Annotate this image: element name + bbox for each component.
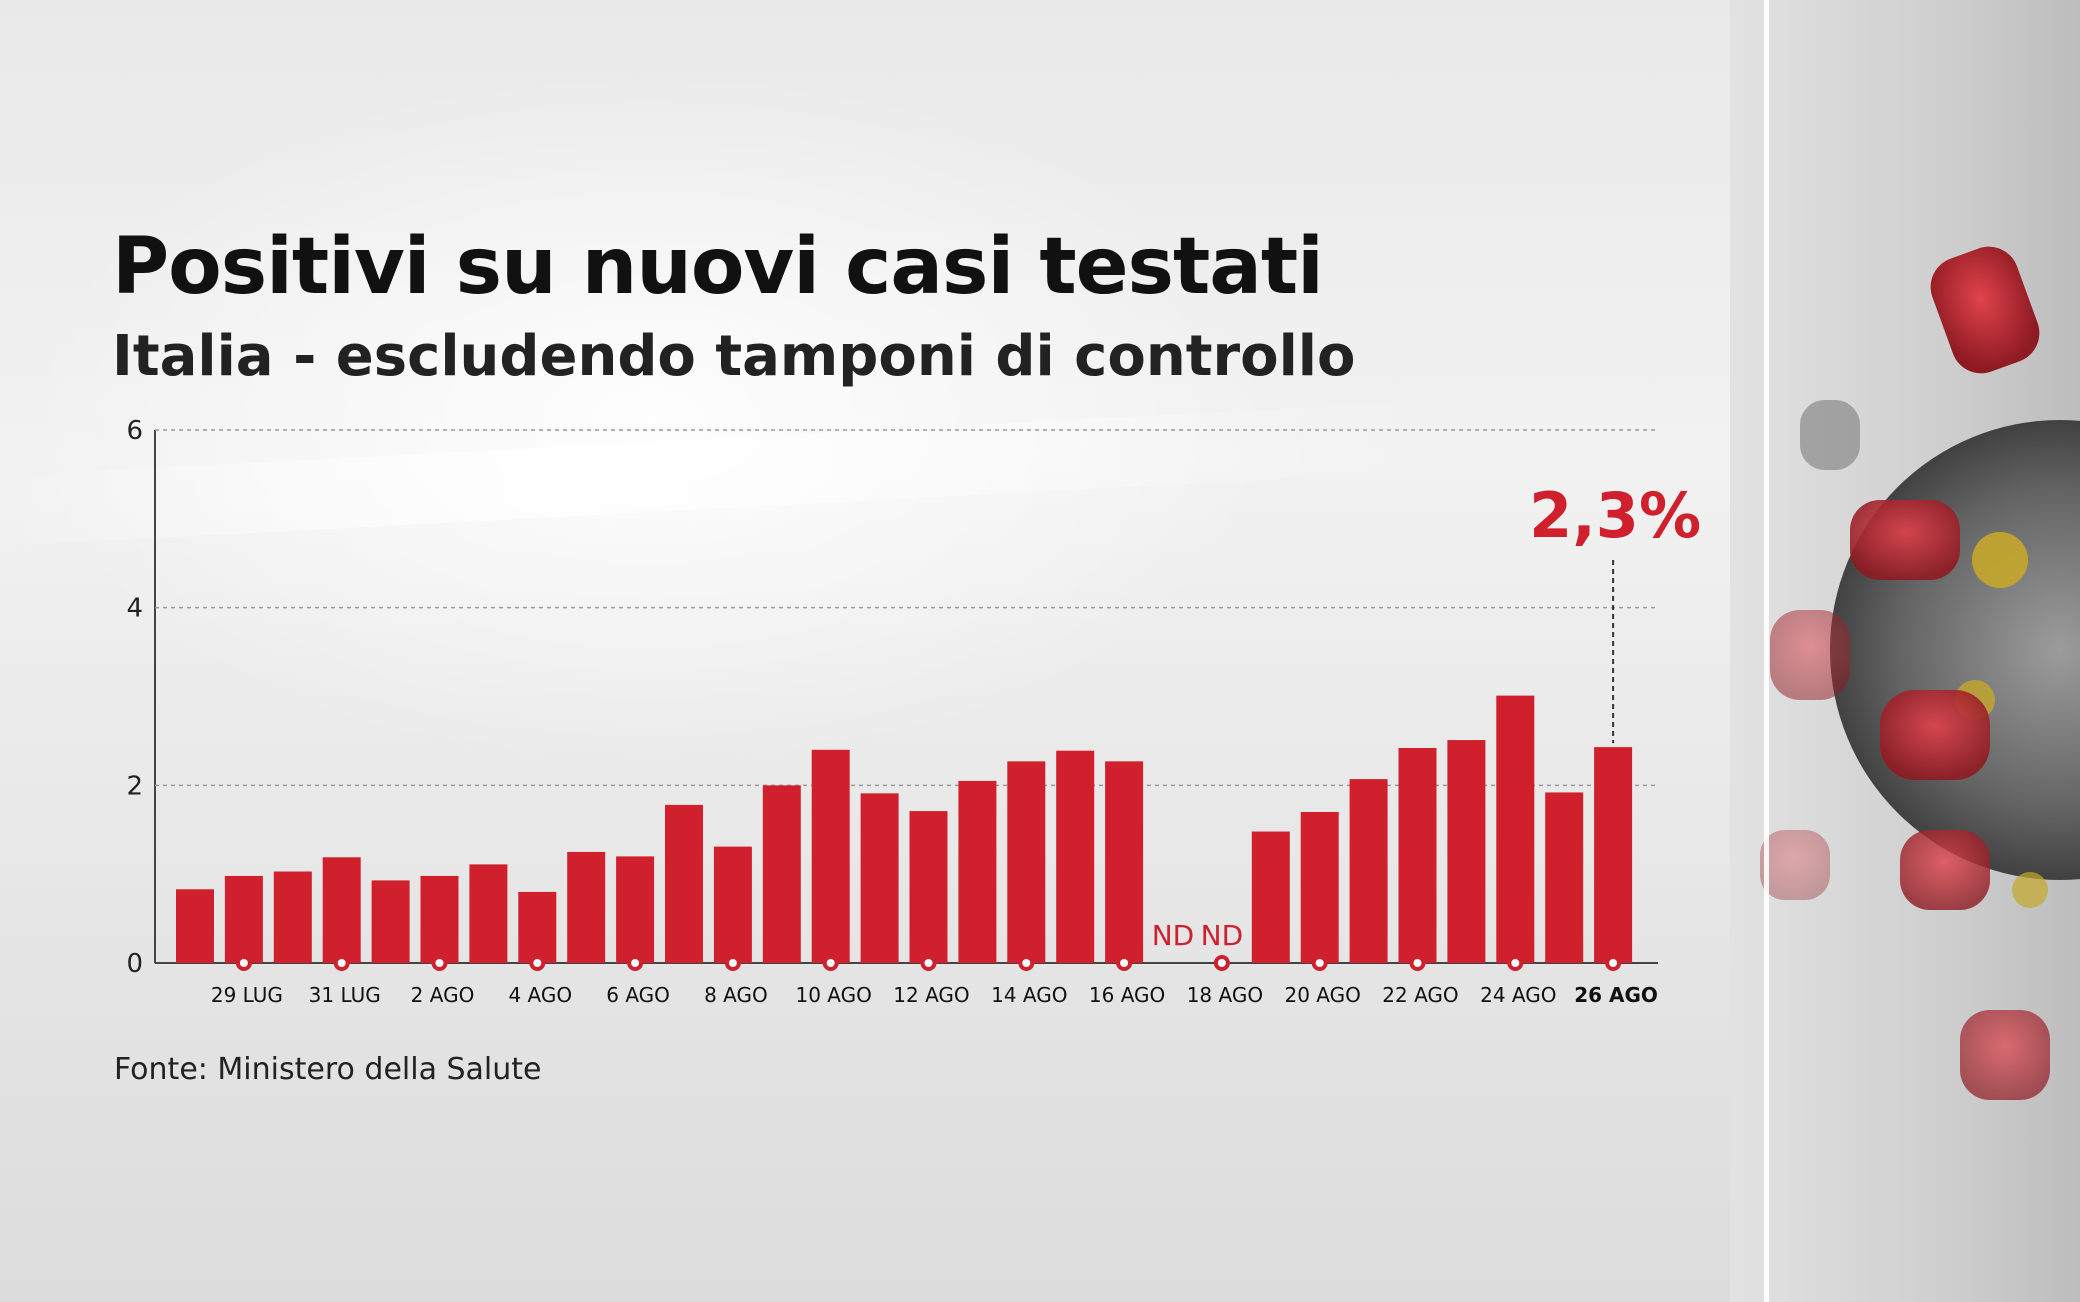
x-tick-label: 2 AGO bbox=[411, 983, 475, 1007]
bar bbox=[567, 851, 606, 963]
bar bbox=[616, 856, 655, 963]
x-tick-label: 14 AGO bbox=[991, 983, 1067, 1007]
x-tick-label: 31 LUG bbox=[309, 983, 381, 1007]
bar bbox=[1496, 695, 1535, 963]
x-tick-label: 12 AGO bbox=[893, 983, 969, 1007]
x-tick-label: 29 LUG bbox=[211, 983, 283, 1007]
x-tick-marker-center bbox=[728, 959, 737, 967]
missing-value-label: ND bbox=[1152, 919, 1195, 952]
y-tick-label: 6 bbox=[126, 416, 143, 446]
x-tick-marker-center bbox=[435, 959, 444, 967]
bar bbox=[762, 785, 801, 963]
annotation-value-label: 2,3% bbox=[1529, 479, 1701, 552]
bar bbox=[665, 804, 703, 963]
x-tick-label: 22 AGO bbox=[1382, 983, 1458, 1007]
x-tick-label: 16 AGO bbox=[1089, 983, 1165, 1007]
bar bbox=[1398, 748, 1437, 963]
x-tick-marker-center bbox=[533, 959, 542, 967]
x-tick-marker-center bbox=[826, 959, 835, 967]
bar bbox=[860, 793, 899, 963]
bar bbox=[1545, 792, 1584, 963]
bar bbox=[420, 875, 459, 963]
x-tick-marker-center bbox=[1609, 959, 1618, 967]
bar bbox=[224, 875, 263, 963]
x-tick-marker-center bbox=[1315, 959, 1324, 967]
x-tick-marker-center bbox=[239, 959, 248, 967]
bar bbox=[176, 889, 214, 963]
x-tick-label: 6 AGO bbox=[606, 983, 670, 1007]
bar bbox=[371, 880, 410, 963]
bar bbox=[1251, 831, 1290, 963]
x-tick-marker-center bbox=[1413, 959, 1422, 967]
bar bbox=[273, 871, 312, 963]
y-tick-label: 4 bbox=[126, 594, 143, 624]
bar bbox=[811, 749, 850, 963]
bar bbox=[1594, 747, 1633, 963]
x-tick-marker-center bbox=[1217, 959, 1226, 967]
y-tick-label: 0 bbox=[126, 949, 143, 979]
bar bbox=[1300, 811, 1339, 963]
bar bbox=[322, 857, 361, 963]
bar bbox=[713, 846, 752, 963]
y-tick-label: 2 bbox=[126, 771, 143, 801]
x-tick-marker-center bbox=[337, 959, 346, 967]
missing-value-label: ND bbox=[1201, 919, 1244, 952]
bar bbox=[1056, 750, 1095, 963]
x-tick-marker-center bbox=[1120, 959, 1129, 967]
bar bbox=[469, 864, 508, 963]
x-tick-label: 26 AGO bbox=[1574, 983, 1658, 1007]
bar bbox=[909, 811, 948, 963]
x-tick-marker-center bbox=[631, 959, 640, 967]
bar bbox=[958, 780, 997, 963]
chart-title: Positivi su nuovi casi testati bbox=[112, 222, 1324, 312]
label-layer: 6 4 2 0 ND ND 29 LUG 31 LUG 2 AGO 4 AGO 6 AGO 8 AGO… bbox=[126, 416, 1701, 1007]
bar-layer bbox=[176, 695, 1633, 963]
x-tick-marker-center bbox=[924, 959, 933, 967]
x-tick-marker-center bbox=[1022, 959, 1031, 967]
x-tick-label: 8 AGO bbox=[704, 983, 768, 1007]
x-tick-label: 10 AGO bbox=[796, 983, 872, 1007]
bar bbox=[1007, 761, 1046, 963]
x-tick-label: 24 AGO bbox=[1480, 983, 1556, 1007]
panel-divider bbox=[1764, 0, 1769, 1302]
bar bbox=[1105, 761, 1144, 963]
source-note: Fonte: Ministero della Salute bbox=[114, 1052, 542, 1087]
x-tick-label: 18 AGO bbox=[1187, 983, 1263, 1007]
bar bbox=[518, 891, 557, 963]
x-tick-label: 20 AGO bbox=[1285, 983, 1361, 1007]
bar bbox=[1349, 779, 1388, 963]
bar bbox=[1447, 740, 1486, 963]
x-tick-marker-center bbox=[1511, 959, 1520, 967]
chart-subtitle: Italia - escludendo tamponi di controllo bbox=[112, 324, 1356, 389]
x-tick-label: 4 AGO bbox=[508, 983, 572, 1007]
virus-illustration bbox=[1760, 246, 2080, 1100]
